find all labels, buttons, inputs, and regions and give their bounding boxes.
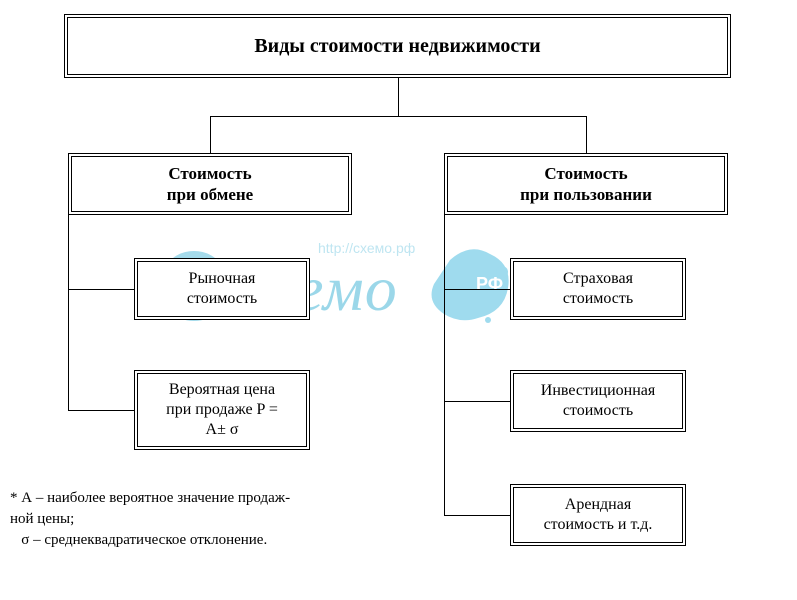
leaf-insurance-label: Страховаястоимость (563, 269, 633, 309)
leaf-market: Рыночнаястоимость (134, 258, 310, 320)
connector (210, 116, 586, 117)
leaf-insurance: Страховаястоимость (510, 258, 686, 320)
root-label: Виды стоимости недвижимости (254, 34, 540, 59)
footnote-line3: σ – среднеквадратическое отклонение. (21, 532, 267, 548)
connector (68, 289, 134, 290)
branch-use: Стоимостьпри пользовании (444, 153, 728, 215)
connector (444, 401, 510, 402)
branch-use-label: Стоимостьпри пользовании (520, 163, 652, 206)
leaf-rental-label: Аренднаястоимость и т.д. (544, 495, 653, 535)
connector (586, 116, 587, 153)
connector (68, 215, 69, 410)
connector (444, 215, 445, 515)
footnote-line1: А – наиболее вероятное значение продаж- (21, 490, 290, 506)
branch-exchange: Стоимостьпри обмене (68, 153, 352, 215)
leaf-market-label: Рыночнаястоимость (187, 269, 257, 309)
connector (398, 78, 399, 116)
connector (444, 515, 510, 516)
footnote-star: * (10, 490, 18, 506)
leaf-rental: Аренднаястоимость и т.д. (510, 484, 686, 546)
watermark-badge-text: РФ (476, 274, 503, 294)
branch-exchange-label: Стоимостьпри обмене (167, 163, 253, 206)
connector (68, 410, 134, 411)
leaf-investment: Инвестиционнаястоимость (510, 370, 686, 432)
leaf-probable_price-label: Вероятная ценапри продаже P =A± σ (166, 380, 278, 440)
footnote: * А – наиболее вероятное значение продаж… (10, 488, 290, 551)
footnote-line2: ной цены; (10, 509, 290, 530)
connector (210, 116, 211, 153)
connector (444, 289, 510, 290)
leaf-investment-label: Инвестиционнаястоимость (541, 381, 655, 421)
leaf-probable_price: Вероятная ценапри продаже P =A± σ (134, 370, 310, 450)
root-node: Виды стоимости недвижимости (64, 14, 731, 78)
watermark-url: http://схемо.рф (318, 240, 415, 256)
